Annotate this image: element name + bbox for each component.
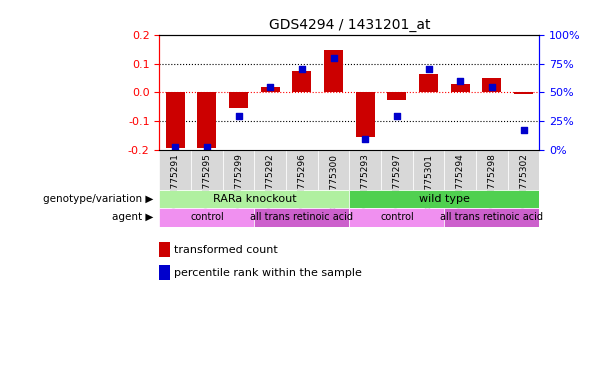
Bar: [444, 151, 476, 190]
Bar: [476, 151, 508, 190]
Text: genotype/variation ▶: genotype/variation ▶: [43, 194, 153, 204]
Bar: [292, 71, 311, 93]
Text: GSM775301: GSM775301: [424, 154, 433, 209]
Bar: [159, 151, 191, 190]
Text: agent ▶: agent ▶: [112, 212, 153, 222]
Bar: [159, 190, 349, 209]
Text: GSM775292: GSM775292: [265, 154, 275, 209]
Bar: [286, 151, 318, 190]
Point: [170, 144, 180, 150]
Bar: [197, 93, 216, 147]
Bar: [261, 87, 280, 93]
Text: GSM775297: GSM775297: [392, 154, 402, 209]
Bar: [349, 209, 444, 227]
Bar: [349, 190, 539, 209]
Point: [519, 126, 528, 132]
Text: wild type: wild type: [419, 194, 470, 204]
Point: [360, 136, 370, 142]
Bar: [254, 209, 349, 227]
Point: [329, 55, 338, 61]
Point: [265, 84, 275, 90]
Text: GSM775293: GSM775293: [360, 154, 370, 209]
Text: GSM775299: GSM775299: [234, 154, 243, 209]
Bar: [356, 93, 375, 137]
Point: [392, 113, 402, 119]
Bar: [508, 151, 539, 190]
Bar: [413, 151, 444, 190]
Text: percentile rank within the sample: percentile rank within the sample: [174, 268, 362, 278]
Bar: [254, 151, 286, 190]
Bar: [324, 50, 343, 93]
Text: RARa knockout: RARa knockout: [213, 194, 296, 204]
Point: [202, 144, 212, 150]
Text: GSM775295: GSM775295: [202, 154, 211, 209]
Text: transformed count: transformed count: [174, 245, 278, 255]
Text: GSM775300: GSM775300: [329, 154, 338, 209]
Text: control: control: [190, 212, 224, 222]
Point: [234, 113, 243, 119]
Text: GSM775294: GSM775294: [455, 154, 465, 209]
Point: [455, 78, 465, 84]
Bar: [229, 93, 248, 108]
Bar: [514, 93, 533, 94]
Text: control: control: [380, 212, 414, 222]
Bar: [419, 74, 438, 93]
Text: GSM775296: GSM775296: [297, 154, 306, 209]
Bar: [482, 78, 501, 93]
Point: [424, 66, 433, 73]
Text: all trans retinoic acid: all trans retinoic acid: [250, 212, 354, 222]
Bar: [223, 151, 254, 190]
Bar: [349, 151, 381, 190]
Bar: [381, 151, 413, 190]
Text: GSM775302: GSM775302: [519, 154, 528, 209]
Bar: [166, 93, 185, 147]
Point: [487, 84, 497, 90]
Text: GSM775291: GSM775291: [170, 154, 180, 209]
Text: GSM775298: GSM775298: [487, 154, 497, 209]
Point: [297, 66, 307, 73]
Bar: [159, 209, 254, 227]
Bar: [451, 84, 470, 93]
Text: all trans retinoic acid: all trans retinoic acid: [440, 212, 544, 222]
Bar: [444, 209, 539, 227]
Bar: [387, 93, 406, 100]
Bar: [191, 151, 223, 190]
Bar: [318, 151, 349, 190]
Title: GDS4294 / 1431201_at: GDS4294 / 1431201_at: [268, 18, 430, 32]
